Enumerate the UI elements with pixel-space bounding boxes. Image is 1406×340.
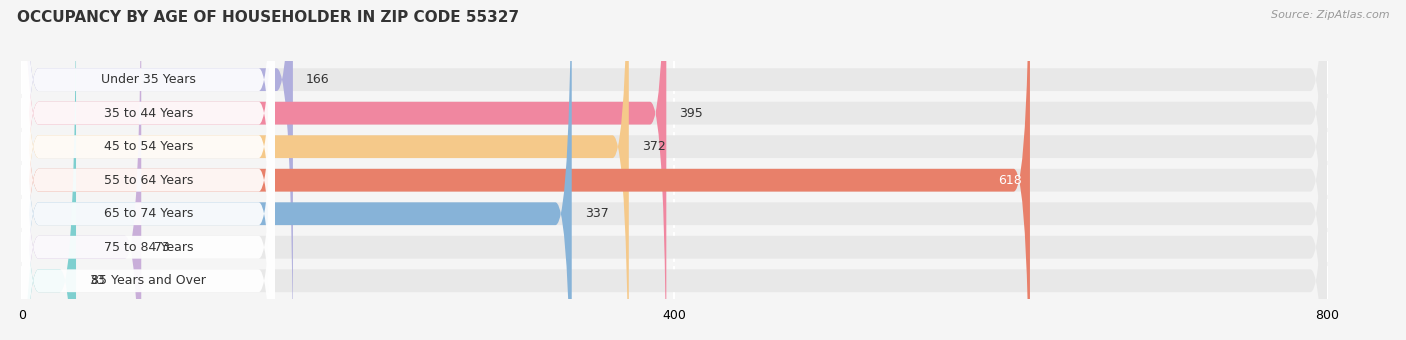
FancyBboxPatch shape: [22, 0, 292, 340]
FancyBboxPatch shape: [22, 0, 1327, 340]
FancyBboxPatch shape: [22, 0, 1031, 340]
FancyBboxPatch shape: [22, 0, 276, 340]
Text: 33: 33: [89, 274, 105, 287]
FancyBboxPatch shape: [22, 0, 1327, 340]
Text: 166: 166: [307, 73, 329, 86]
FancyBboxPatch shape: [22, 0, 276, 340]
Text: Under 35 Years: Under 35 Years: [101, 73, 195, 86]
FancyBboxPatch shape: [22, 0, 1327, 340]
Text: 55 to 64 Years: 55 to 64 Years: [104, 174, 193, 187]
Text: 372: 372: [643, 140, 665, 153]
FancyBboxPatch shape: [22, 0, 276, 340]
FancyBboxPatch shape: [22, 0, 141, 340]
FancyBboxPatch shape: [22, 0, 1327, 340]
Text: 75 to 84 Years: 75 to 84 Years: [104, 241, 194, 254]
FancyBboxPatch shape: [22, 0, 276, 340]
Text: 45 to 54 Years: 45 to 54 Years: [104, 140, 193, 153]
FancyBboxPatch shape: [22, 0, 276, 340]
Text: 65 to 74 Years: 65 to 74 Years: [104, 207, 193, 220]
Text: 35 to 44 Years: 35 to 44 Years: [104, 107, 193, 120]
FancyBboxPatch shape: [22, 0, 666, 340]
FancyBboxPatch shape: [22, 0, 1327, 340]
FancyBboxPatch shape: [22, 0, 276, 340]
Text: 85 Years and Over: 85 Years and Over: [91, 274, 207, 287]
FancyBboxPatch shape: [22, 0, 276, 340]
Text: OCCUPANCY BY AGE OF HOUSEHOLDER IN ZIP CODE 55327: OCCUPANCY BY AGE OF HOUSEHOLDER IN ZIP C…: [17, 10, 519, 25]
Text: 618: 618: [998, 174, 1022, 187]
Text: Source: ZipAtlas.com: Source: ZipAtlas.com: [1271, 10, 1389, 20]
Text: 395: 395: [679, 107, 703, 120]
FancyBboxPatch shape: [22, 0, 76, 340]
FancyBboxPatch shape: [22, 0, 628, 340]
Text: 337: 337: [585, 207, 609, 220]
FancyBboxPatch shape: [22, 0, 1327, 340]
Text: 73: 73: [155, 241, 170, 254]
FancyBboxPatch shape: [22, 0, 1327, 340]
FancyBboxPatch shape: [22, 0, 572, 340]
